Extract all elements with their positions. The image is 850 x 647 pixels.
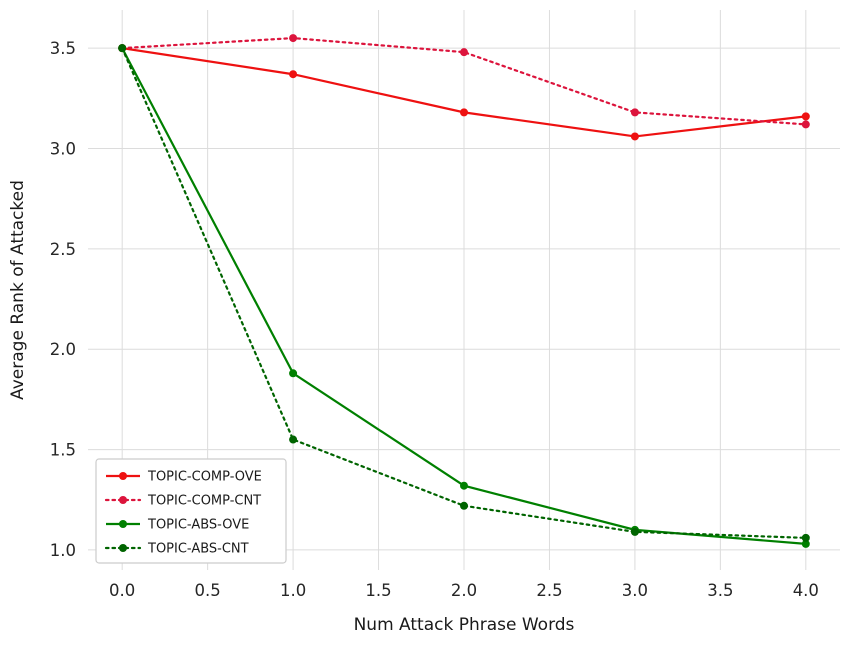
y-tick-label: 1.0: [50, 541, 76, 560]
x-tick-label: 2.0: [451, 581, 477, 600]
series-line-TOPIC-COMP-CNT: [121, 36, 807, 126]
x-tick-label: 0.0: [109, 581, 135, 600]
legend-marker-TOPIC-ABS-OVE: [119, 520, 127, 528]
x-tick-label: 0.5: [195, 581, 221, 600]
legend-marker-TOPIC-COMP-CNT: [119, 496, 127, 504]
grid-layer: [88, 10, 840, 570]
series-marker-TOPIC-ABS-OVE: [801, 539, 810, 548]
legend-layer: TOPIC-COMP-OVE TOPIC-COMP-CNT TOPIC-ABS-OV…: [95, 458, 287, 564]
y-tick-label: 3.0: [50, 139, 76, 158]
y-tick-label: 2.5: [50, 240, 76, 259]
legend-marker-TOPIC-ABS-CNT: [119, 544, 127, 552]
legend-label-TOPIC-ABS-OVE: TOPIC-ABS-OVE: [147, 518, 249, 533]
series-marker-TOPIC-COMP-OVE: [289, 70, 298, 79]
series-marker-TOPIC-ABS-CNT: [118, 44, 127, 53]
legend-marker-TOPIC-COMP-OVE: [119, 472, 127, 480]
series-marker-TOPIC-COMP-CNT: [630, 108, 639, 117]
series-marker-TOPIC-ABS-OVE: [289, 369, 298, 378]
tick-labels-layer: 0.0 0.5 1.0 1.5 2.0 2.5 3.0 3.5 4.0 1.0 1.5 2.0 2.5 3…: [50, 39, 819, 600]
series-marker-TOPIC-ABS-CNT: [630, 527, 639, 536]
x-tick-label: 1.0: [280, 581, 306, 600]
x-tick-label: 1.5: [365, 581, 391, 600]
series-marker-TOPIC-COMP-OVE: [801, 112, 810, 121]
legend-label-TOPIC-COMP-OVE: TOPIC-COMP-OVE: [147, 470, 262, 485]
x-tick-label: 3.5: [707, 581, 733, 600]
y-tick-label: 3.5: [50, 39, 76, 58]
series-marker-TOPIC-COMP-OVE: [460, 108, 468, 117]
legend-label-TOPIC-ABS-CNT: TOPIC-ABS-CNT: [147, 542, 249, 557]
y-tick-label: 2.0: [50, 340, 76, 359]
x-tick-label: 3.0: [622, 581, 648, 600]
legend-label-TOPIC-COMP-CNT: TOPIC-COMP-CNT: [147, 494, 261, 509]
series-marker-TOPIC-COMP-CNT: [460, 48, 468, 57]
series-marker-TOPIC-ABS-CNT: [801, 533, 810, 542]
y-tick-label: 1.5: [50, 441, 76, 460]
series-layer: [118, 34, 810, 548]
series-marker-TOPIC-ABS-CNT: [289, 435, 298, 444]
x-tick-label: 4.0: [793, 581, 819, 600]
x-tick-label: 2.5: [536, 581, 562, 600]
series-marker-TOPIC-COMP-CNT: [801, 120, 810, 129]
legend-box: [95, 458, 287, 564]
series-marker-TOPIC-COMP-CNT: [289, 34, 298, 43]
y-axis-label: Average Rank of Attacked: [8, 180, 28, 400]
series-marker-TOPIC-ABS-OVE: [460, 481, 468, 490]
series-marker-TOPIC-ABS-CNT: [460, 501, 468, 510]
x-axis-label: Num Attack Phrase Words: [354, 615, 575, 635]
series-marker-TOPIC-COMP-OVE: [630, 132, 639, 141]
